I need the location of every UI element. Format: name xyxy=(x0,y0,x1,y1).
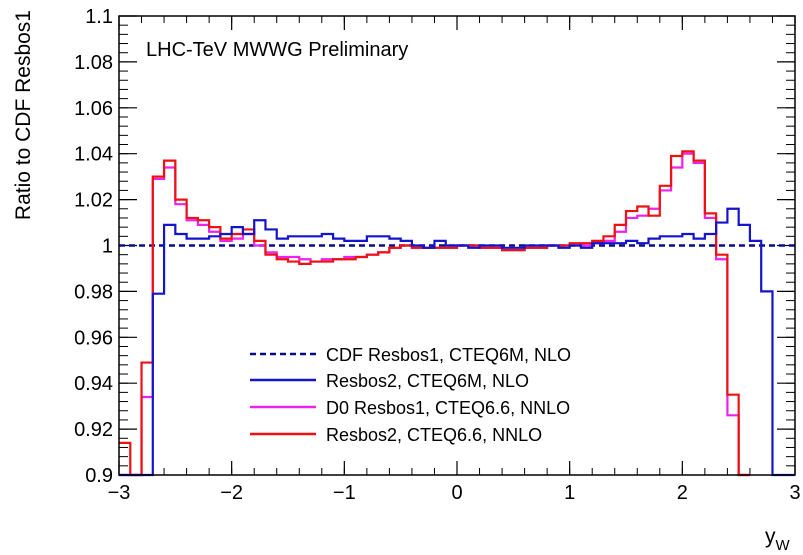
y-tick-label: 1.06 xyxy=(74,98,113,120)
histogram-series xyxy=(119,150,795,477)
axis-ticks xyxy=(118,15,796,476)
y-tick-label: 1.08 xyxy=(74,52,113,74)
x-axis-title-subscript: W xyxy=(776,537,791,554)
y-tick-label: 1.1 xyxy=(85,6,113,28)
x-tick-label: 1 xyxy=(564,482,575,504)
y-axis-title: Ratio to CDF Resbos1 xyxy=(12,10,35,220)
x-tick-label: −3 xyxy=(108,482,131,504)
x-tick-label: −1 xyxy=(333,482,356,504)
chart-annotation: LHC-TeV MWWG Preliminary xyxy=(146,39,408,61)
x-tick-label: 3 xyxy=(789,482,800,504)
y-tick-labels: 0.9 0.92 0.94 0.96 0.98 1 1.02 1.04 1.06 1.08 1.1 xyxy=(74,6,113,487)
x-tick-labels: −3 −2 −1 0 1 2 3 xyxy=(108,482,801,504)
x-axis-title-main: y xyxy=(765,525,776,548)
y-tick-label: 0.9 xyxy=(85,465,113,487)
y-tick-label: 1.02 xyxy=(74,190,113,212)
plot-frame xyxy=(118,15,796,476)
x-tick-label: −2 xyxy=(220,482,243,504)
y-tick-label: 1.04 xyxy=(74,144,113,166)
legend-label-cdf-resbos1: CDF Resbos1, CTEQ6M, NLO xyxy=(326,345,571,365)
y-tick-label: 0.92 xyxy=(74,419,113,441)
y-tick-label: 0.98 xyxy=(74,281,113,303)
y-tick-label: 0.96 xyxy=(74,327,113,349)
legend-label-resbos2-cteq6m: Resbos2, CTEQ6M, NLO xyxy=(326,371,529,391)
histogram-resbos2-cteq66 xyxy=(119,150,750,477)
legend: CDF Resbos1, CTEQ6M, NLO Resbos2, CTEQ6M… xyxy=(250,345,571,445)
y-tick-label: 0.94 xyxy=(74,373,113,395)
x-axis-title: yW xyxy=(765,525,791,554)
legend-label-d0-resbos1: D0 Resbos1, CTEQ6.6, NNLO xyxy=(326,398,570,418)
x-tick-label: 2 xyxy=(677,482,688,504)
legend-label-resbos2-cteq66: Resbos2, CTEQ6.6, NNLO xyxy=(326,425,542,445)
histogram-resbos2-cteq6m xyxy=(119,207,795,477)
y-tick-label: 1 xyxy=(102,236,113,258)
x-tick-label: 0 xyxy=(451,482,462,504)
